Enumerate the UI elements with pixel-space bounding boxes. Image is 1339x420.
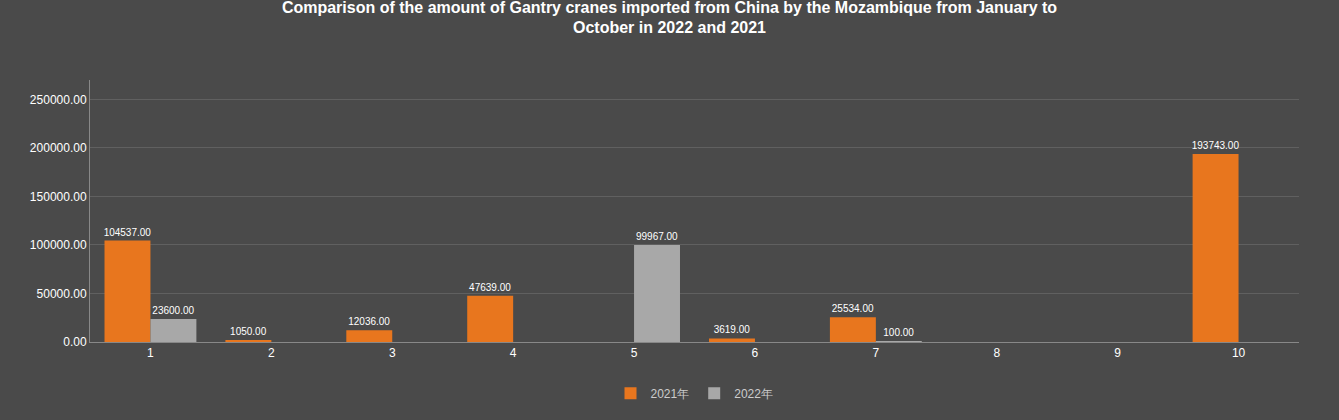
svg-text:6: 6 xyxy=(752,346,759,360)
svg-text:9: 9 xyxy=(1114,346,1121,360)
svg-text:193743.00: 193743.00 xyxy=(1192,140,1240,151)
svg-text:50000.00: 50000.00 xyxy=(37,287,87,301)
svg-text:100000.00: 100000.00 xyxy=(30,238,87,252)
svg-text:10: 10 xyxy=(1232,346,1246,360)
svg-text:25534.00: 25534.00 xyxy=(832,303,874,314)
svg-text:3619.00: 3619.00 xyxy=(714,324,751,335)
svg-text:99967.00: 99967.00 xyxy=(636,231,678,242)
svg-text:47639.00: 47639.00 xyxy=(469,282,511,293)
svg-text:3: 3 xyxy=(389,346,396,360)
svg-text:250000.00: 250000.00 xyxy=(30,93,87,107)
svg-text:200000.00: 200000.00 xyxy=(30,141,87,155)
svg-text:8: 8 xyxy=(993,346,1000,360)
svg-text:7: 7 xyxy=(873,346,880,360)
svg-text:104537.00: 104537.00 xyxy=(104,227,152,238)
svg-text:5: 5 xyxy=(631,346,638,360)
svg-text:4: 4 xyxy=(510,346,517,360)
svg-text:100.00: 100.00 xyxy=(883,327,914,338)
svg-text:Comparison of the amount of Ga: Comparison of the amount of Gantry crane… xyxy=(282,0,1057,36)
svg-text:1: 1 xyxy=(147,346,154,360)
svg-text:0.00: 0.00 xyxy=(63,335,87,349)
svg-text:150000.00: 150000.00 xyxy=(30,190,87,204)
svg-text:23600.00: 23600.00 xyxy=(152,305,194,316)
svg-text:2021年: 2021年 xyxy=(651,387,690,401)
svg-text:2: 2 xyxy=(268,346,275,360)
svg-text:12036.00: 12036.00 xyxy=(348,316,390,327)
svg-text:2022年: 2022年 xyxy=(734,387,773,401)
svg-text:1050.00: 1050.00 xyxy=(230,326,267,337)
